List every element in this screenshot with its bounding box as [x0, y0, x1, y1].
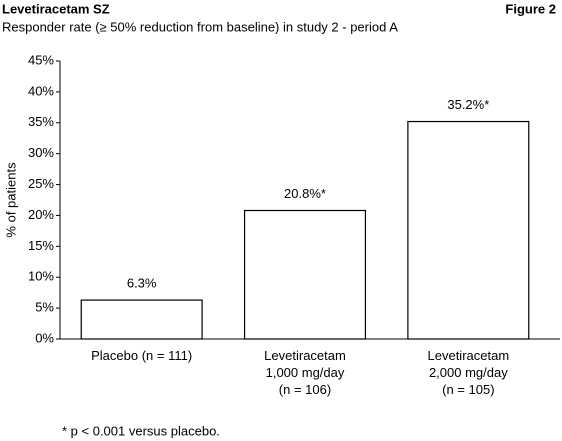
bar — [407, 120, 530, 340]
value-label: 6.3% — [127, 276, 157, 291]
bar — [80, 299, 203, 340]
y-tick-label: 45% — [28, 52, 54, 67]
figure-label: Figure 2 — [505, 1, 556, 16]
y-tick-label: 25% — [28, 176, 54, 191]
y-axis-label: % of patients — [3, 162, 18, 238]
y-tick-label: 20% — [28, 207, 54, 222]
y-tick-label: 40% — [28, 83, 54, 98]
x-tick-label: Placebo (n = 111) — [91, 348, 193, 363]
value-label: 35.2%* — [447, 97, 489, 112]
y-tick-label: 0% — [35, 330, 54, 345]
value-label: 20.8%* — [284, 186, 326, 201]
footnote: * p < 0.001 versus placebo. — [62, 423, 220, 438]
y-tick-label: 15% — [28, 238, 54, 253]
y-tick-label: 35% — [28, 114, 54, 129]
chart-title: Levetiracetam SZ — [2, 1, 110, 16]
x-tick-label: Levetiracetam 2,000 mg/day (n = 105) — [427, 348, 510, 397]
bar — [243, 209, 367, 340]
y-tick-label: 30% — [28, 145, 54, 160]
x-tick-label: Levetiracetam 1,000 mg/day (n = 106) — [264, 348, 346, 397]
y-tick-label: 5% — [35, 300, 54, 315]
y-tick-label: 10% — [28, 269, 54, 284]
chart-subtitle: Responder rate (≥ 50% reduction from bas… — [2, 19, 398, 34]
